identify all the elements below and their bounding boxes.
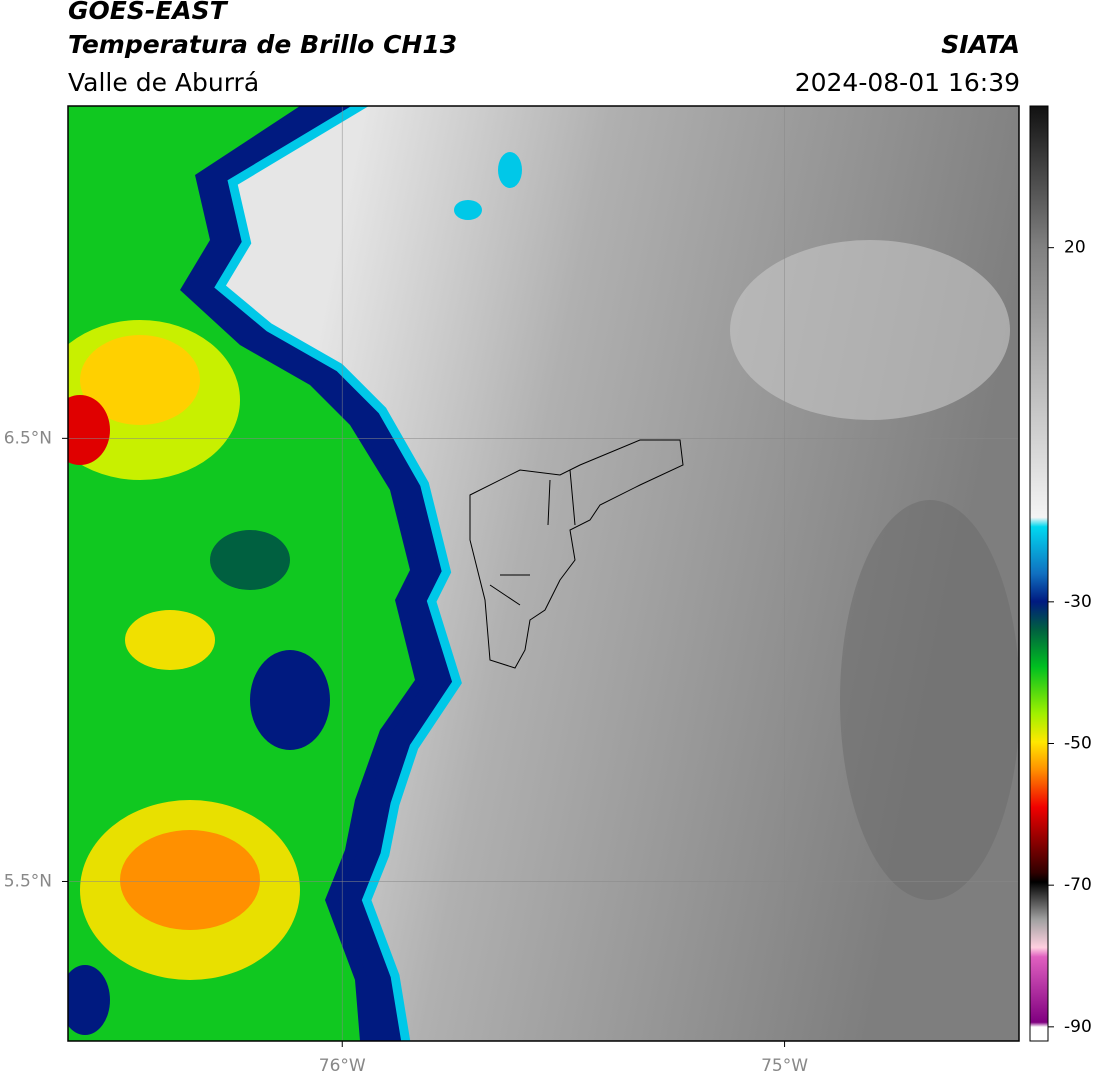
colorbar-label: 20 (1064, 238, 1086, 258)
basin-outline (469, 439, 684, 669)
title-line2: Temperatura de Brillo CH13 (68, 30, 457, 59)
datetime: 2024-08-01 16:39 (795, 68, 1020, 97)
imagery (68, 106, 1019, 1041)
colorbar-label: -50 (1064, 734, 1092, 754)
title-line1: GOES-EAST (68, 0, 229, 25)
colorbar-label: -30 (1064, 592, 1092, 612)
colorbar-label: -70 (1064, 875, 1092, 895)
grid (68, 106, 1019, 1041)
colorbar-label: -90 (1064, 1017, 1092, 1037)
subtitle: Valle de Aburrá (68, 68, 259, 97)
colorbar (1029, 105, 1049, 1042)
lat-label: 6.5°N (4, 428, 52, 448)
lon-label: 75°W (761, 1056, 808, 1076)
lon-label: 76°W (319, 1056, 366, 1076)
brand: SIATA (941, 30, 1020, 59)
map-frame (67, 105, 1020, 1042)
lat-label: 5.5°N (4, 871, 52, 891)
